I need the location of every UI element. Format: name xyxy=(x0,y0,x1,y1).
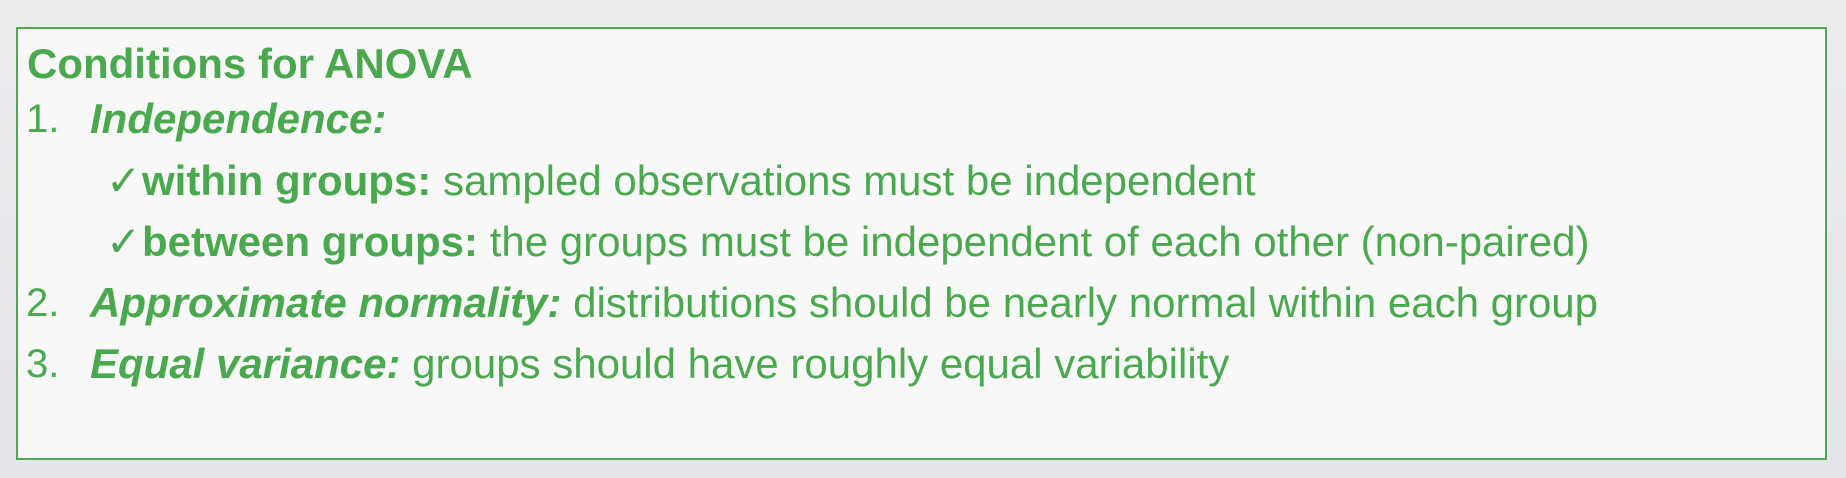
condition-term: Approximate normality: xyxy=(90,279,562,326)
subcondition-term: between groups: xyxy=(142,218,479,265)
subcondition-description: sampled observations must be independent xyxy=(442,157,1256,204)
conditions-panel: Conditions for ANOVA 1. Independence: ✓w… xyxy=(16,27,1827,460)
condition-term: Independence: xyxy=(90,95,387,142)
subcondition-description: the groups must be independent of each o… xyxy=(489,218,1590,265)
condition-number: 2. xyxy=(26,281,60,325)
condition-text: Equal variance: groups should have rough… xyxy=(90,336,1229,392)
subcondition-text: ✓within groups: sampled observations mus… xyxy=(106,153,1256,209)
condition-description: groups should have roughly equal variabi… xyxy=(412,340,1230,387)
condition-number: 3. xyxy=(26,342,60,386)
condition-number: 1. xyxy=(26,97,60,141)
condition-text: Independence: xyxy=(90,91,386,147)
condition-text: Approximate normality: distributions sho… xyxy=(90,275,1598,331)
slide-title: Conditions for ANOVA xyxy=(27,40,473,87)
condition-term: Equal variance: xyxy=(90,340,401,387)
checkmark-icon: ✓ xyxy=(106,157,142,204)
checkmark-icon: ✓ xyxy=(106,218,142,265)
subcondition-text: ✓between groups: the groups must be inde… xyxy=(106,214,1589,270)
condition-description: distributions should be nearly normal wi… xyxy=(573,279,1599,326)
subcondition-term: within groups: xyxy=(142,157,432,204)
